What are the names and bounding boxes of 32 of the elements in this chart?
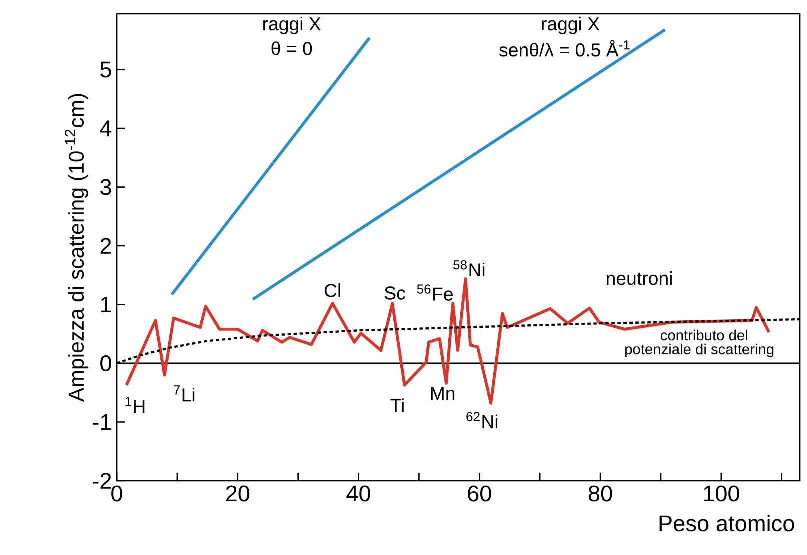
annotation: θ = 0: [272, 42, 312, 56]
y-axis-title: Ampiezza di scattering (10$^{-12}$cm): [65, 94, 88, 402]
annotation: contributo del: [660, 330, 748, 341]
annotation: neutroni: [607, 271, 672, 286]
x-tick-label: 40: [346, 486, 370, 502]
y-tick-label: 5: [100, 62, 112, 78]
y-tick-label: 4: [100, 120, 112, 136]
annotation: raggi X: [542, 16, 600, 34]
x-axis-title: Peso atomico: [660, 515, 794, 532]
x-tick-label: 80: [588, 486, 612, 502]
y-tick-label: -2: [93, 473, 112, 489]
y-tick-label: 0: [100, 355, 112, 372]
annotation: $^{62}$Ni: [466, 412, 498, 428]
annotation: Cl: [324, 284, 340, 298]
annotation: raggi X: [264, 16, 322, 34]
annotation: $^{56}$Fe: [417, 284, 453, 301]
x-tick-label: 20: [226, 486, 250, 502]
annotation: Mn: [431, 387, 455, 400]
y-tick-label: -1: [93, 414, 112, 430]
x-tick-label: 100: [704, 486, 740, 502]
y-tick-label: 3: [100, 179, 112, 196]
x-tick-label: 60: [468, 486, 492, 502]
annotation: Ti: [390, 398, 404, 412]
y-tick-label: 2: [100, 238, 112, 254]
x-tick-label: 0: [112, 486, 122, 502]
annotation: $^{58}$Ni: [454, 260, 485, 277]
annotation: senθ/λ = 0.5 Å$^{-1}$: [500, 40, 630, 57]
annotation: $^{7}$Li: [174, 386, 195, 402]
annotation: $^{1}$H: [126, 397, 145, 414]
annotation: potenziale di scattering: [626, 344, 774, 358]
y-tick-label: 1: [101, 296, 112, 313]
annotation: Sc: [384, 286, 406, 300]
